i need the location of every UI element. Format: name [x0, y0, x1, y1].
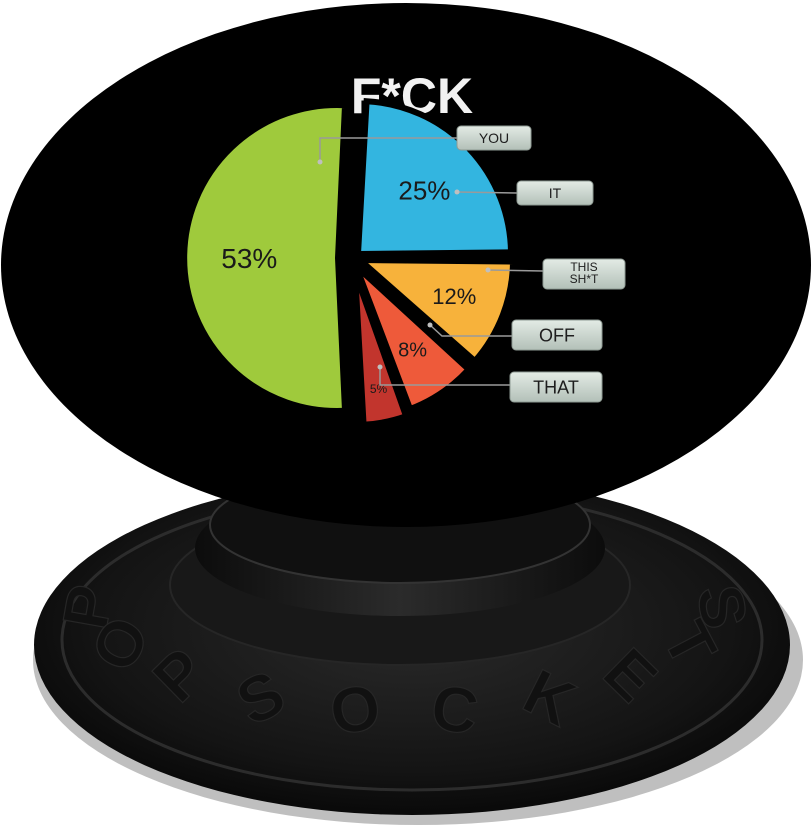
slice-value-label: 53%	[221, 243, 277, 274]
callout-label-text: THAT	[533, 377, 579, 397]
callout-leader-line	[429, 324, 512, 337]
callout-label-box	[516, 180, 594, 206]
callout-label-box	[511, 319, 603, 351]
callout-label-text: SH*T	[570, 272, 599, 286]
pie-slice	[352, 270, 410, 428]
pie-chart: 53%25%12%8%5%	[181, 98, 517, 428]
callout-anchor-dot	[377, 364, 383, 370]
callout-label-text: OFF	[539, 325, 575, 345]
brand-letter: O	[325, 670, 385, 749]
callout-anchor-dot	[454, 189, 460, 195]
callout-label-text: YOU	[479, 130, 509, 146]
callout-label-box	[542, 258, 626, 290]
callout-leader-line	[456, 191, 518, 194]
pie-slice	[181, 102, 349, 414]
callout-leader-line	[379, 367, 510, 386]
callout-label-text: IT	[549, 185, 562, 201]
callout-label-box	[456, 125, 532, 151]
callout-leader-line	[487, 269, 544, 272]
slice-value-label: 8%	[398, 340, 427, 362]
callout-label-text: THIS	[570, 260, 597, 274]
slice-value-label: 12%	[432, 284, 476, 309]
callout-label-box	[509, 371, 603, 403]
pie-slice	[353, 263, 473, 413]
callout-leader-line	[319, 137, 457, 162]
callout-anchor-dot	[485, 267, 491, 273]
slice-value-label: 25%	[398, 176, 450, 206]
callout-anchor-dot	[317, 159, 323, 165]
callout-anchor-dot	[427, 322, 433, 328]
